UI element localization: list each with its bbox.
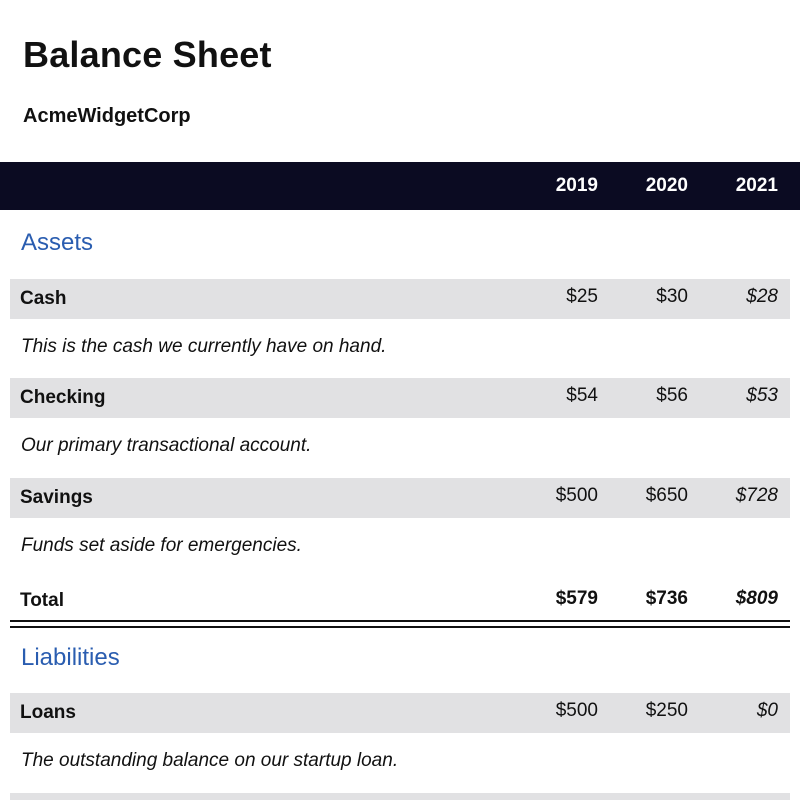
table-row-total: Total $579 $736 $809 [10, 578, 790, 618]
row-label: Loans [20, 702, 76, 723]
cell-value-2021: $0 [756, 700, 778, 721]
cell-value-2020: $30 [656, 286, 688, 307]
total-label: Total [20, 590, 64, 611]
section-title-liabilities: Liabilities [21, 644, 120, 671]
cell-value-2020: $650 [645, 485, 688, 506]
cell-value-2019: $54 [566, 385, 598, 406]
row-description-checking: Our primary transactional account. [21, 435, 312, 456]
table-row-partial [10, 793, 790, 800]
cell-value-2020: $56 [656, 385, 688, 406]
cell-value-2019: $500 [555, 700, 598, 721]
year-header-2021: 2021 [735, 175, 778, 196]
cell-value-2021: $28 [746, 286, 778, 307]
total-value-2019: $579 [555, 588, 598, 609]
row-description-loans: The outstanding balance on our startup l… [21, 750, 399, 771]
cell-value-2020: $250 [645, 700, 688, 721]
company-name: AcmeWidgetCorp [23, 105, 191, 127]
year-header-2020: 2020 [645, 175, 688, 196]
year-header-bar: 2019 2020 2021 [0, 162, 800, 210]
table-row-cash: Cash $25 $30 $28 [10, 279, 790, 319]
row-label: Checking [20, 387, 106, 408]
cell-value-2019: $500 [555, 485, 598, 506]
cell-value-2019: $25 [566, 286, 598, 307]
row-description-cash: This is the cash we currently have on ha… [21, 336, 387, 357]
total-value-2021: $809 [735, 588, 778, 609]
row-description-savings: Funds set aside for emergencies. [21, 535, 302, 556]
total-double-rule [10, 620, 790, 628]
row-label: Cash [20, 288, 67, 309]
cell-value-2021: $53 [746, 385, 778, 406]
year-header-2019: 2019 [555, 175, 598, 196]
section-title-assets: Assets [21, 229, 94, 256]
table-row-checking: Checking $54 $56 $53 [10, 378, 790, 418]
table-row-loans: Loans $500 $250 $0 [10, 693, 790, 733]
total-value-2020: $736 [645, 588, 688, 609]
cell-value-2021: $728 [735, 485, 778, 506]
page-title: Balance Sheet [23, 34, 272, 75]
row-label: Savings [20, 487, 93, 508]
table-row-savings: Savings $500 $650 $728 [10, 478, 790, 518]
